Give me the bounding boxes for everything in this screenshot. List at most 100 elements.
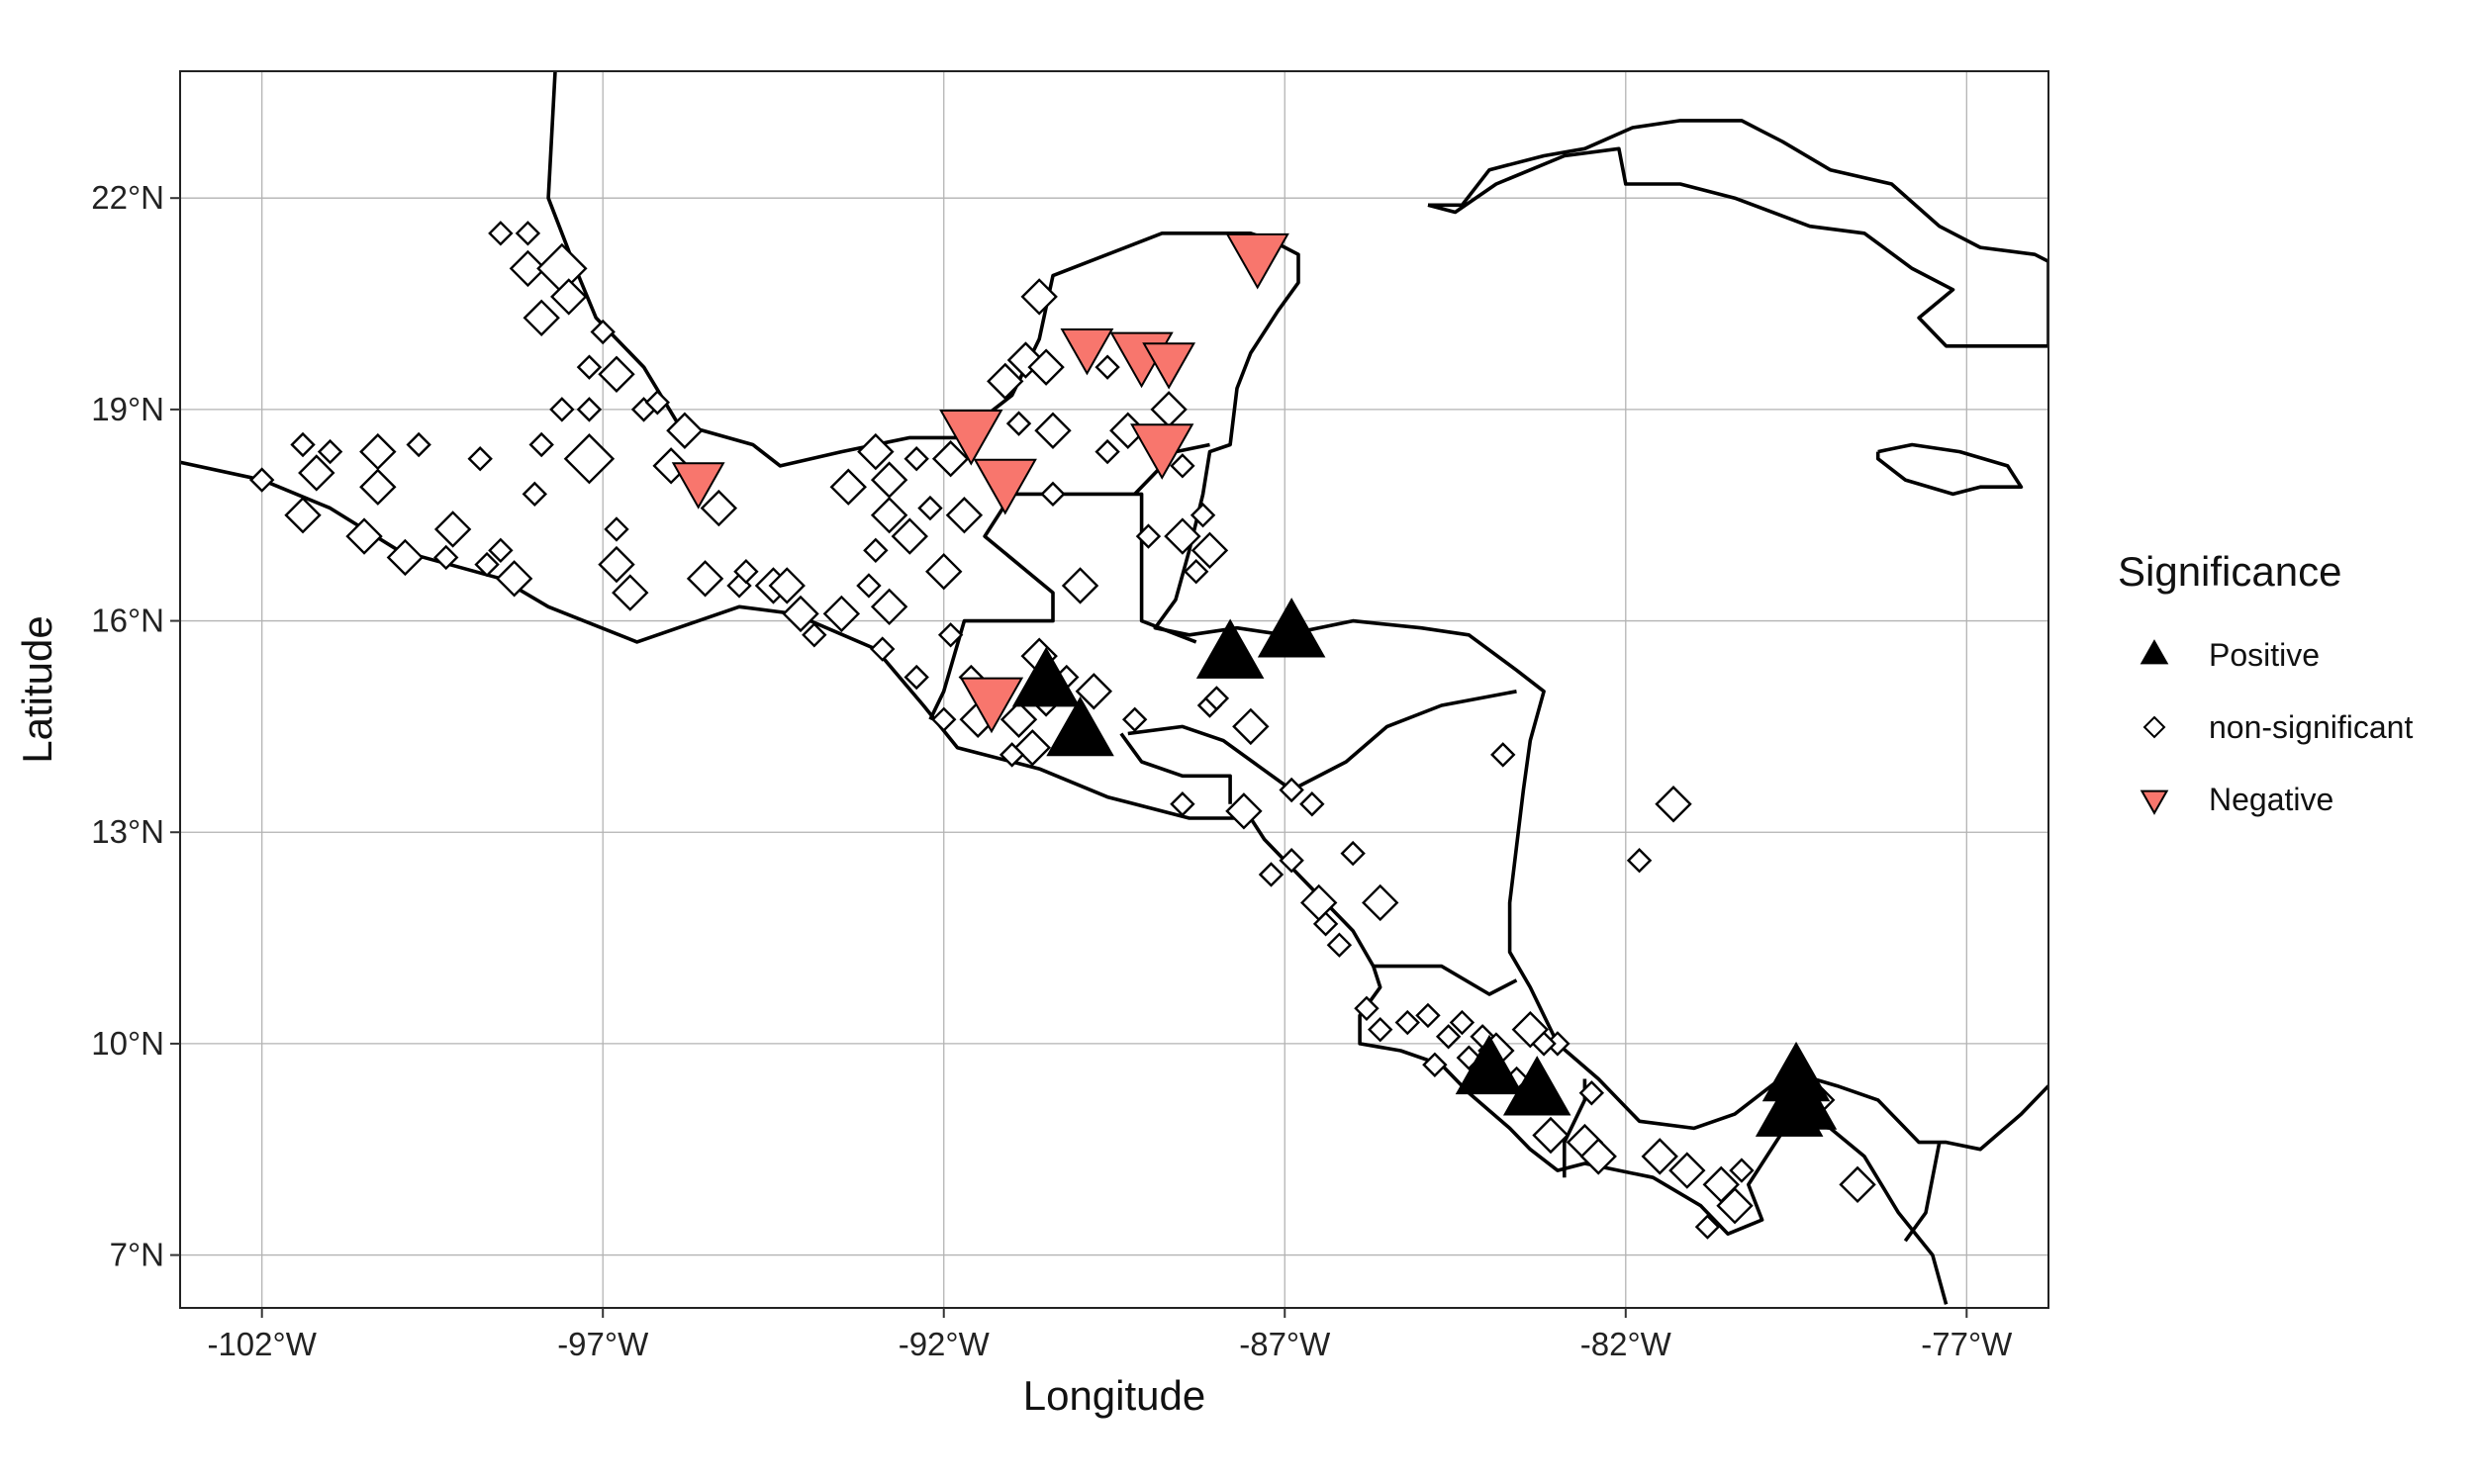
marker-non-significant [1394, 1009, 1420, 1036]
marker-non-significant [1340, 840, 1366, 867]
marker-non-significant [999, 700, 1038, 738]
marker-non-significant [829, 468, 867, 506]
panel-border [179, 70, 2049, 1309]
legend-entries: Positive non-significant Negative [2140, 637, 2413, 817]
marker-non-significant [870, 636, 896, 662]
marker-non-significant [1354, 995, 1380, 1021]
marker-non-significant [1729, 1158, 1755, 1183]
y-tick-label: 7°N [110, 1237, 164, 1273]
marker-non-significant [1170, 791, 1195, 817]
marker-non-significant [925, 553, 963, 591]
marker-positive [1046, 696, 1114, 757]
marker-non-significant [345, 517, 383, 555]
marker-non-significant [550, 278, 588, 316]
marker-positive [1755, 1076, 1824, 1137]
marker-positive [1257, 598, 1326, 658]
marker-non-significant [1641, 1138, 1678, 1175]
marker-non-significant [1232, 707, 1270, 746]
marker-non-significant [1164, 517, 1201, 555]
marker-non-significant [904, 446, 929, 472]
marker-non-significant [782, 595, 819, 633]
y-tick-label: 13°N [91, 813, 164, 850]
marker-non-significant [904, 664, 929, 691]
x-tick-label: -97°W [557, 1326, 649, 1362]
marker-non-significant [931, 706, 957, 732]
marker-non-significant [700, 489, 738, 527]
legend-label: Negative [2209, 782, 2333, 817]
marker-negative [1142, 342, 1196, 390]
marker-positive [1502, 1056, 1571, 1116]
x-tick-label: -92°W [899, 1326, 991, 1362]
marker-non-significant [1189, 503, 1216, 528]
coastline [180, 460, 1949, 1305]
marker-non-significant [359, 468, 397, 506]
marker-non-significant [598, 545, 635, 584]
marker-non-significant [509, 249, 547, 288]
marker-non-significant [1490, 742, 1516, 768]
marker-non-significant [857, 432, 895, 471]
marker-non-significant [549, 397, 575, 422]
country-border [1127, 690, 1517, 792]
marker-non-significant [1020, 278, 1058, 316]
x-tick-label: -77°W [1921, 1326, 2013, 1362]
marker-non-significant [1034, 412, 1072, 449]
marker-non-significant [612, 574, 649, 611]
marker-non-significant [1716, 1187, 1754, 1225]
y-tick-label: 16°N [91, 603, 164, 639]
marker-non-significant [1005, 411, 1032, 436]
marker-non-significant [945, 497, 984, 534]
legend-key-non-significant [2142, 715, 2166, 739]
marker-non-significant [522, 481, 548, 508]
marker-non-significant [386, 538, 425, 577]
marker-non-significant [488, 537, 514, 564]
marker-non-significant [802, 622, 827, 648]
marker-non-significant [298, 454, 335, 492]
marker-non-significant [1094, 438, 1120, 465]
marker-non-significant [1362, 883, 1399, 922]
marker-non-significant [598, 355, 635, 393]
marker-non-significant [317, 438, 343, 465]
marker-non-significant [1415, 1002, 1441, 1029]
marker-non-significant [917, 495, 943, 521]
marker-negative [1130, 423, 1194, 480]
marker-non-significant [1326, 932, 1353, 958]
marker-negative [973, 458, 1037, 515]
marker-non-significant [467, 446, 493, 472]
marker-non-significant [1579, 1138, 1617, 1175]
x-axis-title: Longitude [1023, 1372, 1206, 1419]
marker-non-significant [1190, 531, 1229, 570]
marker-negative [939, 409, 1003, 466]
marker-non-significant [590, 319, 616, 345]
marker-non-significant [1532, 1116, 1570, 1155]
x-tick-label: -102°W [207, 1326, 317, 1362]
marker-non-significant [891, 517, 928, 555]
marker-non-significant [433, 544, 459, 571]
marker-non-significant [1094, 354, 1120, 380]
y-axis-ticks: 7°N 10°N 13°N 16°N 19°N 22°N [91, 179, 180, 1273]
marker-non-significant [248, 467, 275, 493]
marker-non-significant [1258, 862, 1285, 887]
marker-non-significant [1655, 786, 1692, 823]
marker-non-significant [1422, 1052, 1448, 1077]
marker-non-significant [474, 551, 500, 578]
marker-non-significant [1203, 686, 1230, 711]
marker-non-significant [686, 560, 724, 598]
marker-non-significant [406, 431, 431, 458]
island-outline [1427, 119, 2048, 348]
marker-non-significant [870, 497, 908, 534]
x-tick-label: -82°W [1580, 1326, 1672, 1362]
marker-non-significant [1456, 1045, 1482, 1070]
marker-non-significant [290, 431, 316, 458]
marker-non-significant [987, 362, 1024, 401]
marker-non-significant [1121, 706, 1148, 732]
marker-non-significant [523, 299, 560, 336]
marker-non-significant [563, 433, 616, 485]
y-tick-label: 22°N [91, 179, 164, 216]
marker-non-significant [733, 559, 759, 585]
x-tick-label: -87°W [1239, 1326, 1331, 1362]
marker-non-significant [1135, 523, 1162, 549]
marker-non-significant [1061, 567, 1099, 604]
marker-non-significant [822, 595, 861, 633]
marker-non-significant [999, 742, 1025, 768]
station-markers [248, 221, 1876, 1240]
